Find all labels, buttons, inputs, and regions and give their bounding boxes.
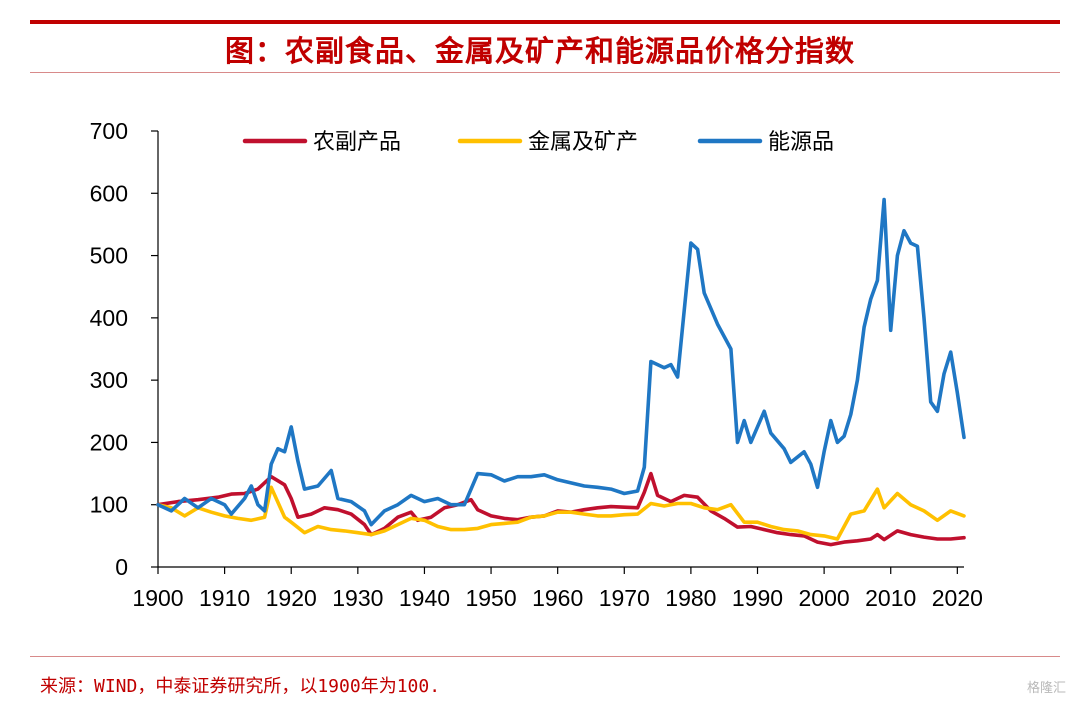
series-line [156, 197, 966, 527]
legend-label: 能源品 [768, 130, 834, 155]
source-note: 来源：WIND，中泰证券研究所，以1900年为100. [40, 676, 441, 697]
top-accent-rule [30, 20, 1060, 24]
footer-divider [30, 656, 1060, 657]
y-tick-label: 500 [90, 243, 128, 269]
y-tick-label: 0 [115, 554, 128, 580]
x-tick-label: 1990 [732, 585, 783, 611]
y-tick-label: 200 [90, 429, 128, 455]
title-divider [30, 72, 1060, 73]
x-axis: 1900 1910 1920 1930 1940 1950 1960 1970 1980 1990… [132, 566, 983, 611]
series-line [156, 471, 966, 547]
legend: 农副产品 金属及矿产 能源品 [242, 130, 834, 155]
x-tick-label: 1950 [465, 585, 516, 611]
series-layer [156, 197, 966, 547]
y-tick-label: 400 [90, 305, 128, 331]
y-tick-label: 300 [90, 367, 128, 393]
y-tick-label: 600 [90, 180, 128, 206]
legend-label: 金属及矿产 [528, 130, 638, 155]
y-tick-label: 700 [90, 118, 128, 144]
series-line [156, 485, 966, 541]
x-tick-label: 1930 [332, 585, 383, 611]
x-tick-label: 1980 [665, 585, 716, 611]
x-tick-label: 2010 [865, 585, 916, 611]
x-tick-label: 1960 [532, 585, 583, 611]
y-tick-label: 100 [90, 492, 128, 518]
y-axis: 0 100 200 300 400 500 600 700 [90, 118, 159, 580]
x-tick-label: 1920 [266, 585, 317, 611]
x-tick-label: 1970 [599, 585, 650, 611]
x-tick-label: 2000 [799, 585, 850, 611]
x-tick-label: 2020 [932, 585, 983, 611]
x-tick-label: 1940 [399, 585, 450, 611]
x-tick-label: 1910 [199, 585, 250, 611]
legend-label: 农副产品 [313, 130, 401, 155]
chart-title: 图：农副食品、金属及矿产和能源品价格分指数 [224, 34, 855, 68]
x-tick-label: 1900 [132, 585, 183, 611]
watermark: 格隆汇 [1026, 681, 1066, 696]
